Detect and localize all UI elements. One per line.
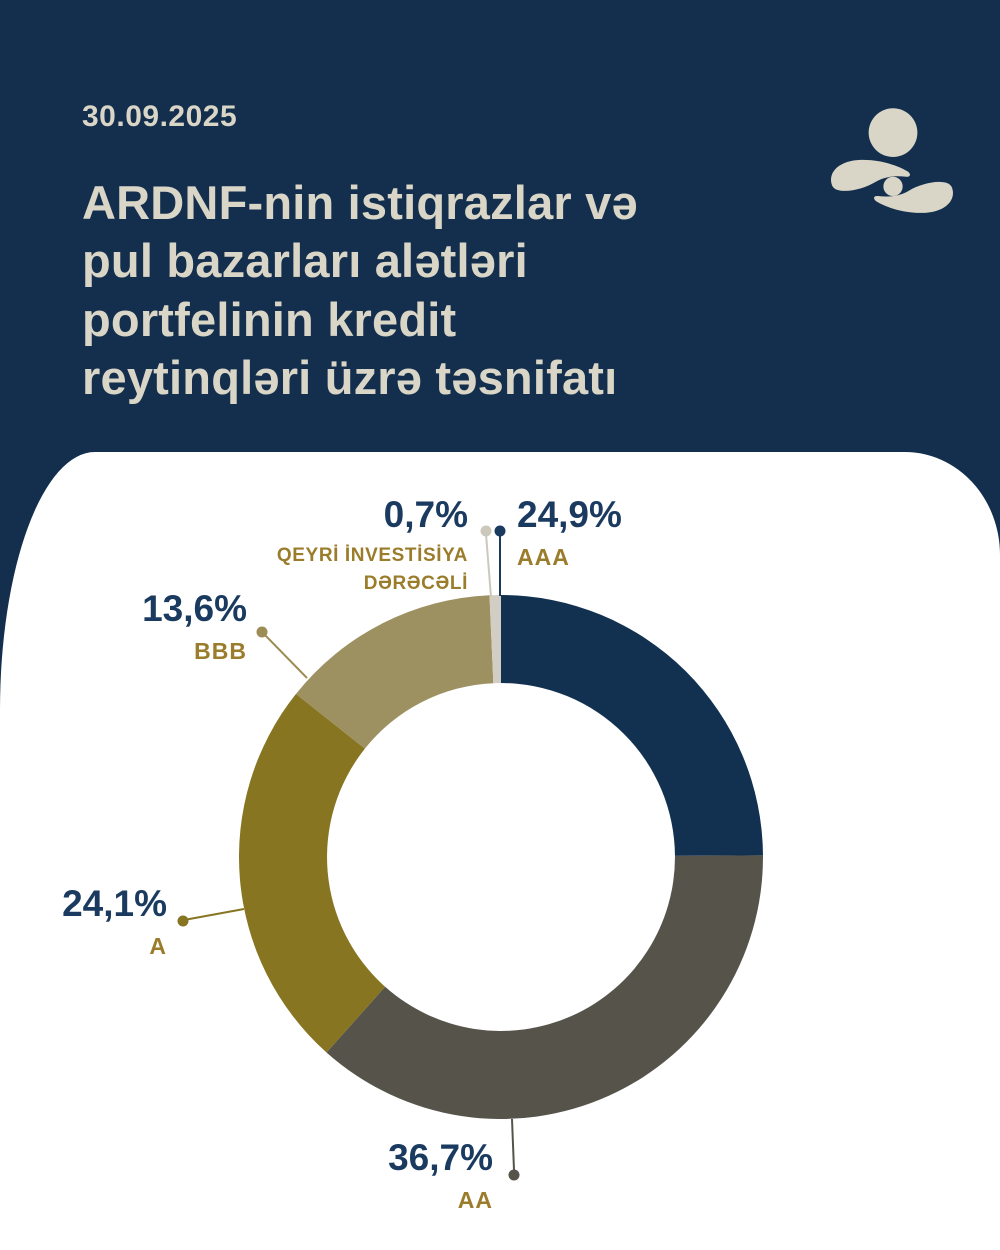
label-aa-category: AA xyxy=(457,1187,493,1213)
label-qeyri-investisiya-value: 0,7% xyxy=(383,494,468,535)
label-qeyri-investisiya: 0,7% QEYRİ İNVESTİSİYA DƏRƏCƏLİ xyxy=(277,496,468,597)
label-a-value: 24,1% xyxy=(62,883,167,924)
label-aaa: 24,9% AAA xyxy=(517,496,622,572)
label-aaa-value: 24,9% xyxy=(517,494,622,535)
label-aaa-category: AAA xyxy=(517,544,570,570)
label-qeyri-investisiya-category: QEYRİ İNVESTİSİYA DƏRƏCƏLİ xyxy=(276,545,468,594)
ardnf-logo-icon xyxy=(826,100,958,218)
header: 30.09.2025 ARDNF-nin istiqrazlar və pul … xyxy=(82,100,802,407)
label-bbb-category: BBB xyxy=(194,638,247,664)
label-a-category: A xyxy=(149,933,167,959)
callout-line-aa xyxy=(511,1118,515,1171)
label-bbb: 13,6% BBB xyxy=(142,590,247,666)
donut-segment-aaa xyxy=(501,595,763,856)
callout-line-bbb xyxy=(262,632,308,679)
label-aa: 36,7% AA xyxy=(388,1139,493,1215)
page-title: ARDNF-nin istiqrazlar və pul bazarları a… xyxy=(82,176,638,404)
donut-segment-a xyxy=(238,693,386,1053)
label-aa-value: 36,7% xyxy=(388,1137,493,1178)
donut-segment-qid xyxy=(489,594,501,684)
donut-segment-bbb xyxy=(296,595,494,749)
callout-dot-qid xyxy=(480,525,492,537)
label-bbb-value: 13,6% xyxy=(142,588,247,629)
callout-dot-bbb xyxy=(256,626,268,638)
callout-line-qid xyxy=(485,533,492,598)
callout-dot-aa xyxy=(508,1169,520,1181)
callout-line-a xyxy=(183,908,245,921)
label-a: 24,1% A xyxy=(62,885,167,961)
donut-segment-aa xyxy=(326,855,763,1120)
callout-dot-a xyxy=(177,915,189,927)
report-date: 30.09.2025 xyxy=(82,100,238,133)
callout-dot-aaa xyxy=(494,525,506,537)
